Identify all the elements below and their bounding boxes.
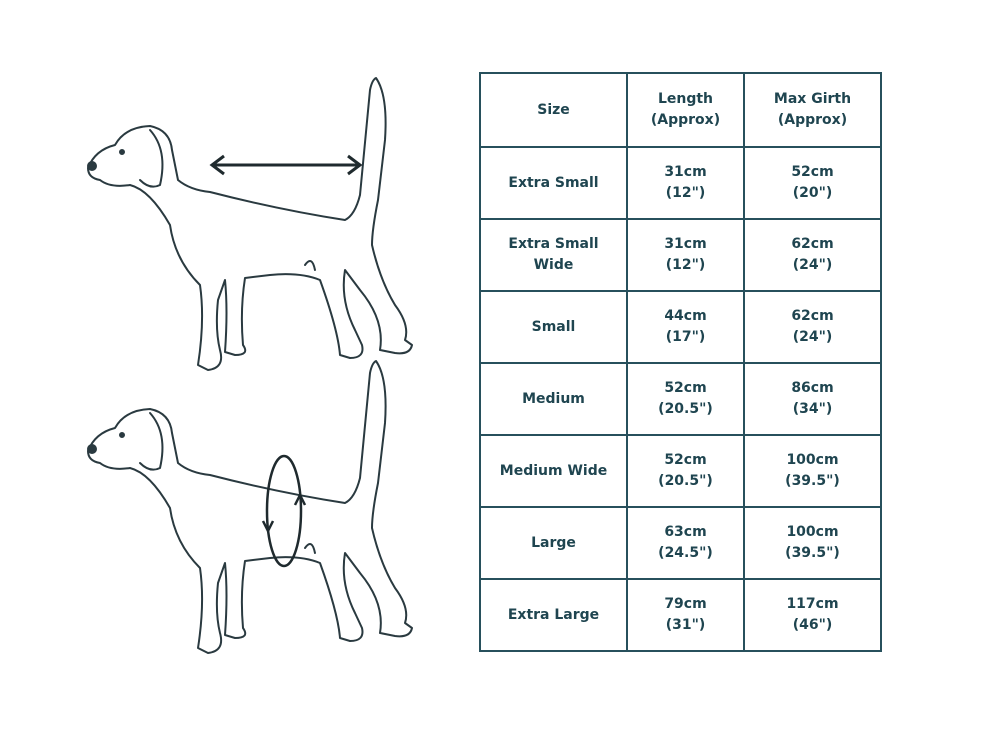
- length-cell-text: 63cm: [664, 524, 707, 540]
- table-header-row: Size Length (Approx) Max Girth (Approx): [479, 72, 882, 148]
- length-cell: 79cm (31"): [626, 578, 745, 652]
- length-cell-text: (31"): [665, 617, 706, 633]
- header-size: Size: [479, 72, 628, 148]
- length-cell-text: (24.5"): [658, 545, 713, 561]
- length-cell-text: 79cm: [664, 596, 707, 612]
- girth-cell-text: (20"): [792, 185, 833, 201]
- girth-cell-text: 100cm: [786, 452, 839, 468]
- length-cell-text: 52cm: [664, 452, 707, 468]
- girth-cell: 100cm (39.5"): [743, 506, 882, 580]
- size-cell: Medium: [479, 362, 628, 436]
- length-cell: 52cm (20.5"): [626, 362, 745, 436]
- girth-cell: 62cm (24"): [743, 290, 882, 364]
- size-cell-text: Wide: [533, 257, 574, 273]
- girth-cell: 117cm (46"): [743, 578, 882, 652]
- table-row: Large 63cm (24.5") 100cm (39.5"): [479, 506, 882, 580]
- girth-cell-text: 117cm: [786, 596, 839, 612]
- length-cell-text: 31cm: [664, 164, 707, 180]
- size-cell-text: Medium: [522, 390, 585, 407]
- length-cell-text: 44cm: [664, 308, 707, 324]
- table-row: Small 44cm (17") 62cm (24"): [479, 290, 882, 364]
- length-cell-text: 31cm: [664, 236, 707, 252]
- table-row: Medium Wide 52cm (20.5") 100cm (39.5"): [479, 434, 882, 508]
- size-cell: Large: [479, 506, 628, 580]
- size-cell-text: Medium Wide: [499, 462, 608, 479]
- size-cell-text: Extra Large: [507, 606, 600, 623]
- girth-cell-text: (24"): [792, 329, 833, 345]
- header-girth: Max Girth (Approx): [743, 72, 882, 148]
- size-cell: Extra Small Wide: [479, 218, 628, 292]
- header-text: (Approx): [777, 112, 848, 128]
- size-cell-text: Small: [531, 318, 576, 335]
- girth-cell-text: 86cm: [791, 380, 834, 396]
- girth-cell: 100cm (39.5"): [743, 434, 882, 508]
- table-row: Extra Small Wide 31cm (12") 62cm (24"): [479, 218, 882, 292]
- girth-cell: 86cm (34"): [743, 362, 882, 436]
- girth-cell: 52cm (20"): [743, 146, 882, 220]
- dog-length-measure: [87, 77, 413, 371]
- length-cell-text: (20.5"): [658, 401, 713, 417]
- size-cell-text: Large: [531, 534, 576, 551]
- size-cell-text: Extra Small: [508, 236, 599, 252]
- header-text: Size: [537, 101, 570, 118]
- header-text: (Approx): [650, 112, 721, 128]
- girth-cell-text: (24"): [792, 257, 833, 273]
- double-arrow-length-icon: [209, 154, 363, 176]
- girth-cell-text: (39.5"): [785, 473, 840, 489]
- girth-cell: 62cm (24"): [743, 218, 882, 292]
- header-text: Length: [657, 91, 714, 107]
- girth-cell-text: 62cm: [791, 236, 834, 252]
- header-text: Max Girth: [773, 91, 852, 107]
- dog-girth-measure: [87, 360, 413, 654]
- size-cell-text: Extra Small: [508, 174, 599, 191]
- header-length: Length (Approx): [626, 72, 745, 148]
- girth-cell-text: 62cm: [791, 308, 834, 324]
- girth-cell-text: (46"): [792, 617, 833, 633]
- length-cell-text: (17"): [665, 329, 706, 345]
- size-cell: Medium Wide: [479, 434, 628, 508]
- size-cell: Extra Large: [479, 578, 628, 652]
- girth-cell-text: 52cm: [791, 164, 834, 180]
- size-cell: Extra Small: [479, 146, 628, 220]
- size-chart-table: Size Length (Approx) Max Girth (Approx) Ex…: [479, 72, 882, 652]
- length-cell-text: (12"): [665, 185, 706, 201]
- girth-cell-text: (34"): [792, 401, 833, 417]
- ellipse-girth-icon: [261, 454, 307, 568]
- girth-cell-text: (39.5"): [785, 545, 840, 561]
- table-row: Extra Large 79cm (31") 117cm (46"): [479, 578, 882, 652]
- length-cell-text: 52cm: [664, 380, 707, 396]
- length-cell: 31cm (12"): [626, 146, 745, 220]
- length-cell: 52cm (20.5"): [626, 434, 745, 508]
- length-cell: 63cm (24.5"): [626, 506, 745, 580]
- dog-illustrations: [87, 77, 413, 654]
- length-cell: 44cm (17"): [626, 290, 745, 364]
- size-cell: Small: [479, 290, 628, 364]
- girth-cell-text: 100cm: [786, 524, 839, 540]
- table-row: Medium 52cm (20.5") 86cm (34"): [479, 362, 882, 436]
- length-cell-text: (20.5"): [658, 473, 713, 489]
- length-cell-text: (12"): [665, 257, 706, 273]
- length-cell: 31cm (12"): [626, 218, 745, 292]
- table-row: Extra Small 31cm (12") 52cm (20"): [479, 146, 882, 220]
